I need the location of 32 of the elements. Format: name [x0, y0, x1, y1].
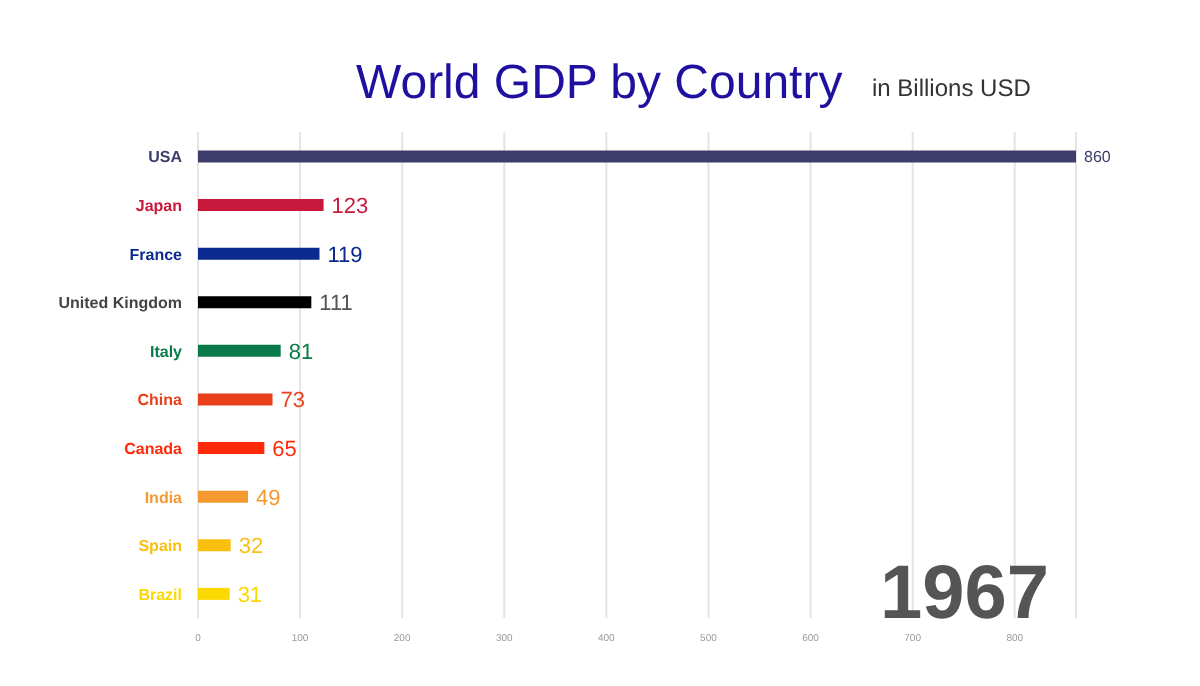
y-tick-label: Canada — [124, 439, 184, 458]
y-tick-label: Spain — [138, 537, 183, 556]
y-tick-label: India — [144, 488, 184, 507]
bar — [198, 199, 324, 212]
data-label: 81 — [288, 340, 314, 365]
y-tick-label: China — [137, 391, 184, 410]
y-tick-label: Brazil — [138, 585, 182, 604]
bar — [198, 442, 265, 455]
y-tick-label: USA — [148, 148, 183, 167]
y-tick-label: United Kingdom — [58, 294, 182, 313]
chart-subtitle: in Billions USD — [872, 74, 1031, 102]
y-tick-label: France — [129, 245, 184, 264]
chart-title: World GDP by Country — [356, 56, 843, 112]
bar — [198, 539, 231, 552]
bar — [198, 247, 320, 260]
bar — [198, 490, 249, 503]
data-label: 65 — [272, 438, 297, 463]
data-label: 860 — [1084, 148, 1112, 167]
data-label: 111 — [319, 292, 353, 317]
data-label: 49 — [256, 486, 281, 511]
bar — [198, 344, 281, 357]
bar — [198, 150, 1076, 163]
data-label: 73 — [280, 389, 306, 414]
y-tick-label: Italy — [149, 342, 184, 361]
data-label: 119 — [327, 243, 363, 268]
data-label: 31 — [237, 583, 263, 608]
bar — [198, 296, 312, 309]
y-tick-label: Japan — [135, 196, 183, 215]
data-label: 123 — [331, 195, 369, 220]
bar — [198, 393, 273, 406]
bar — [198, 587, 230, 600]
data-label: 32 — [238, 535, 264, 560]
